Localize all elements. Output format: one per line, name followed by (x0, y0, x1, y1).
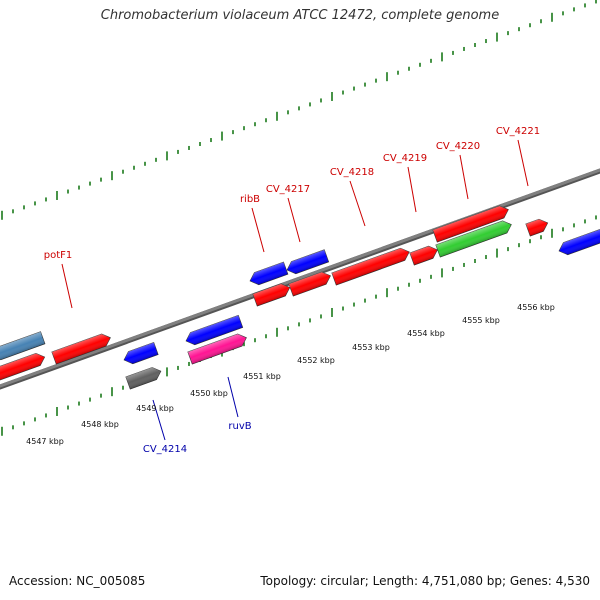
gene-label-leader (251, 207, 265, 253)
scale-labels: 4547 kbp 4548 kbp 4549 kbp 4550 kbp 4551 kbp… (26, 303, 555, 446)
scale-label: 4554 kbp (407, 329, 445, 338)
gene-label: CV_4217 (266, 184, 310, 195)
gene-label-leader (227, 376, 239, 418)
gene-label: CV_4220 (436, 141, 480, 152)
scale-label: 4556 kbp (517, 303, 555, 312)
outer-tick-ring (1, 0, 597, 220)
scale-label: 4555 kbp (462, 316, 500, 325)
gene-feature (123, 341, 159, 365)
map-title: Chromobacterium violaceum ATCC 12472, co… (100, 8, 500, 23)
scale-label: 4549 kbp (136, 404, 174, 413)
gene-feature (432, 205, 509, 243)
inner-tick-ring (1, 215, 597, 436)
genome-summary: Topology: circular; Length: 4,751,080 bp… (260, 574, 590, 588)
gene-label: CV_4218 (330, 167, 374, 178)
scale-label: 4552 kbp (297, 356, 335, 365)
genome-backbone (0, 168, 600, 390)
gene-feature (51, 333, 111, 365)
scale-label: 4553 kbp (352, 343, 390, 352)
gene-feature (525, 218, 549, 237)
gene-feature (125, 367, 162, 390)
gene-label-leader (61, 263, 73, 309)
gene-feature (409, 245, 438, 266)
gene-label-leader (407, 166, 417, 213)
gene-label-leader (349, 180, 366, 227)
gene-label-leader (287, 197, 301, 243)
gene-features (0, 205, 600, 390)
gene-label-leader (152, 399, 166, 441)
gene-feature (288, 271, 331, 297)
gene-feature (187, 333, 247, 365)
scale-label: 4550 kbp (190, 389, 228, 398)
backbone-highlight (0, 168, 600, 388)
accession-label: Accession: NC_005085 (9, 574, 146, 588)
scale-label: 4547 kbp (26, 437, 64, 446)
gene-feature (558, 227, 600, 256)
gene-feature (249, 261, 289, 286)
gene-feature (0, 352, 46, 383)
gene-label: CV_4214 (143, 444, 187, 455)
gene-label-leader (459, 154, 469, 200)
gene-label: CV_4221 (496, 126, 540, 137)
scale-label: 4548 kbp (81, 420, 119, 429)
gene-feature (0, 331, 46, 361)
scale-label: 4551 kbp (243, 372, 281, 381)
gene-feature (331, 247, 410, 286)
gene-label: ruvB (228, 421, 251, 432)
gene-label-leader (517, 139, 529, 187)
gene-label: potF1 (44, 250, 73, 261)
gene-feature (286, 249, 330, 275)
gene-label: ribB (240, 194, 260, 205)
gene-feature (252, 283, 291, 307)
gene-label: CV_4219 (383, 153, 427, 164)
gene-feature (185, 314, 244, 346)
gene-feature (435, 220, 512, 258)
gene-callouts: potF1 ribB CV_4217 CV_4218 CV_4219 CV_4220 CV_… (44, 126, 540, 455)
